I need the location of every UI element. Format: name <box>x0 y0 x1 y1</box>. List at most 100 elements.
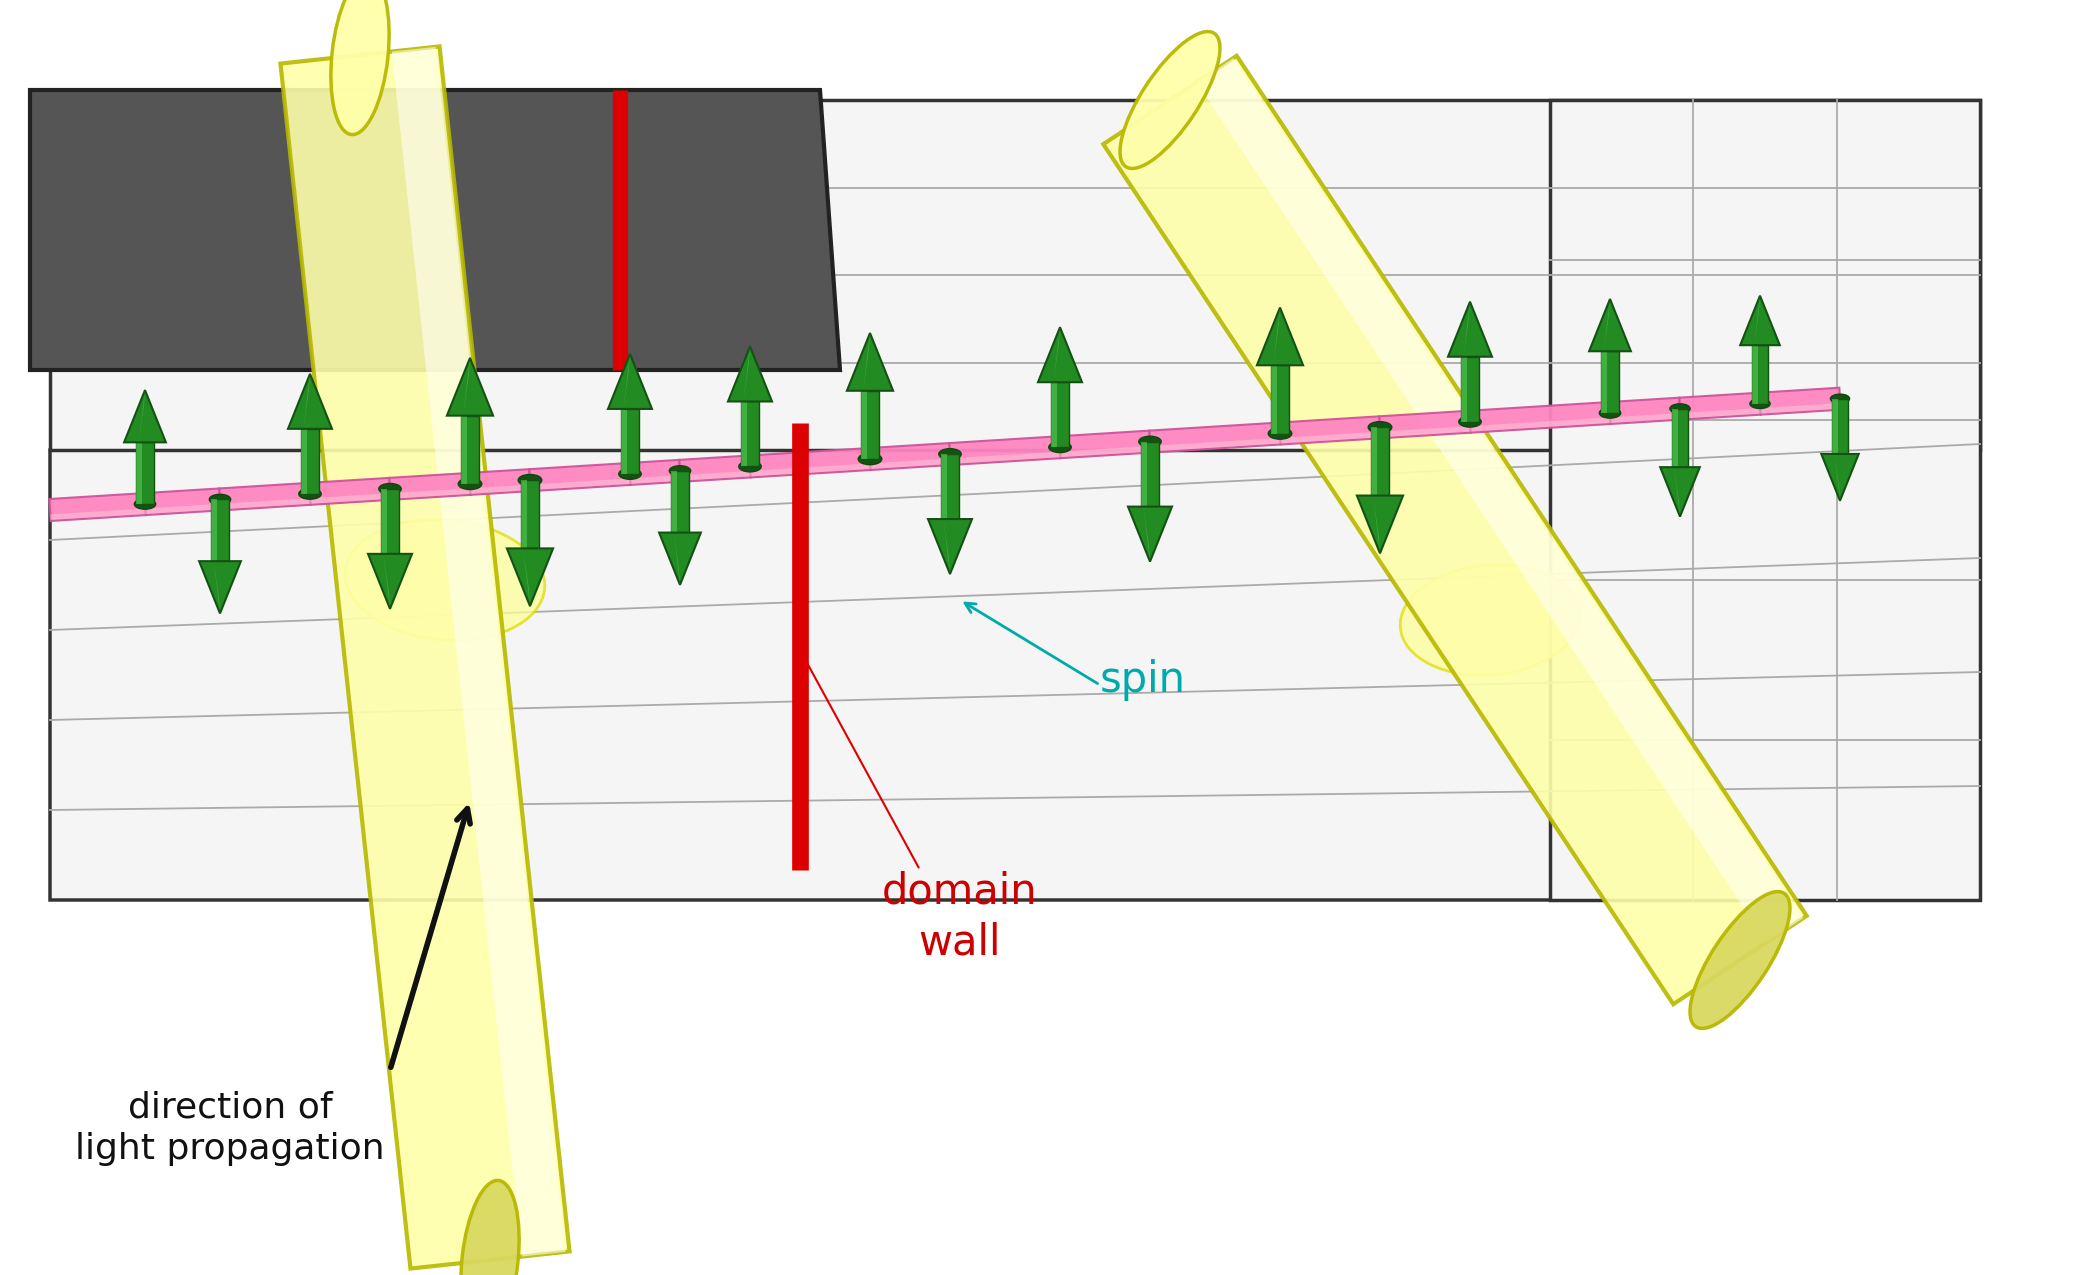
Ellipse shape <box>462 1181 520 1275</box>
Polygon shape <box>743 347 751 402</box>
Polygon shape <box>940 454 959 519</box>
Text: domain
wall: domain wall <box>882 870 1038 964</box>
Polygon shape <box>1373 496 1379 553</box>
Polygon shape <box>1602 351 1618 413</box>
Polygon shape <box>740 402 759 467</box>
Polygon shape <box>1256 307 1302 365</box>
Ellipse shape <box>738 462 761 472</box>
Ellipse shape <box>345 520 545 640</box>
Polygon shape <box>672 470 678 533</box>
Polygon shape <box>728 347 772 402</box>
Polygon shape <box>1604 300 1610 351</box>
Polygon shape <box>310 493 391 504</box>
Ellipse shape <box>379 483 401 495</box>
Polygon shape <box>50 99 1980 450</box>
Polygon shape <box>50 493 146 521</box>
Ellipse shape <box>1138 436 1161 448</box>
Polygon shape <box>1448 302 1491 357</box>
Polygon shape <box>1059 431 1150 458</box>
Polygon shape <box>1550 99 1980 900</box>
Polygon shape <box>672 470 688 533</box>
Polygon shape <box>928 519 971 574</box>
Polygon shape <box>1273 307 1279 365</box>
Polygon shape <box>1741 296 1780 346</box>
Polygon shape <box>1602 351 1608 413</box>
Ellipse shape <box>1119 32 1221 168</box>
Polygon shape <box>1464 302 1471 357</box>
Polygon shape <box>863 333 869 390</box>
Polygon shape <box>1196 59 1803 942</box>
Ellipse shape <box>1830 394 1849 403</box>
Polygon shape <box>1381 426 1471 437</box>
Polygon shape <box>137 442 141 504</box>
Polygon shape <box>1610 398 1681 425</box>
Polygon shape <box>1150 422 1281 453</box>
Ellipse shape <box>938 449 961 459</box>
Polygon shape <box>464 358 470 416</box>
Polygon shape <box>680 455 751 482</box>
Polygon shape <box>1271 365 1277 434</box>
Ellipse shape <box>670 465 691 476</box>
Text: spin: spin <box>1100 659 1186 701</box>
Polygon shape <box>1822 454 1860 501</box>
Polygon shape <box>381 488 387 553</box>
Polygon shape <box>1672 409 1689 467</box>
Polygon shape <box>622 409 639 474</box>
Polygon shape <box>1679 393 1760 419</box>
Text: direction of
light propagation: direction of light propagation <box>75 1090 385 1167</box>
Polygon shape <box>220 499 310 509</box>
Polygon shape <box>1835 454 1841 501</box>
Ellipse shape <box>1048 442 1071 453</box>
Polygon shape <box>304 374 310 428</box>
Polygon shape <box>528 463 630 491</box>
Polygon shape <box>383 553 391 609</box>
Polygon shape <box>391 488 470 499</box>
Polygon shape <box>624 354 630 409</box>
Polygon shape <box>1589 300 1631 351</box>
Polygon shape <box>1271 365 1290 434</box>
Polygon shape <box>1460 357 1466 422</box>
Polygon shape <box>1753 296 1760 346</box>
Polygon shape <box>1660 467 1699 516</box>
Ellipse shape <box>1458 417 1481 427</box>
Polygon shape <box>1142 441 1148 506</box>
Polygon shape <box>751 463 872 477</box>
Ellipse shape <box>859 454 882 464</box>
Polygon shape <box>520 481 539 548</box>
Ellipse shape <box>331 0 389 135</box>
Polygon shape <box>381 488 399 553</box>
Polygon shape <box>508 548 553 606</box>
Ellipse shape <box>210 495 231 505</box>
Polygon shape <box>659 533 701 585</box>
Polygon shape <box>1832 399 1847 454</box>
Polygon shape <box>847 333 892 390</box>
Ellipse shape <box>135 499 156 509</box>
Polygon shape <box>861 390 867 459</box>
Polygon shape <box>530 478 630 490</box>
Polygon shape <box>1144 506 1150 561</box>
Polygon shape <box>144 488 220 515</box>
Ellipse shape <box>618 468 641 479</box>
Polygon shape <box>940 454 946 519</box>
Polygon shape <box>287 374 333 428</box>
Polygon shape <box>200 561 241 613</box>
Polygon shape <box>310 478 391 505</box>
Ellipse shape <box>518 474 541 486</box>
Polygon shape <box>212 500 218 561</box>
Ellipse shape <box>300 488 320 500</box>
Polygon shape <box>29 91 840 370</box>
Polygon shape <box>389 473 470 500</box>
Polygon shape <box>1052 328 1061 382</box>
Ellipse shape <box>1269 428 1292 439</box>
Polygon shape <box>1127 506 1171 561</box>
Polygon shape <box>1751 346 1758 404</box>
Ellipse shape <box>1600 408 1620 418</box>
Polygon shape <box>1142 441 1159 506</box>
Polygon shape <box>281 46 570 1269</box>
Polygon shape <box>622 409 628 474</box>
Polygon shape <box>1832 399 1839 454</box>
Polygon shape <box>749 448 872 477</box>
Polygon shape <box>1038 328 1082 382</box>
Polygon shape <box>630 476 680 483</box>
Polygon shape <box>146 504 220 514</box>
